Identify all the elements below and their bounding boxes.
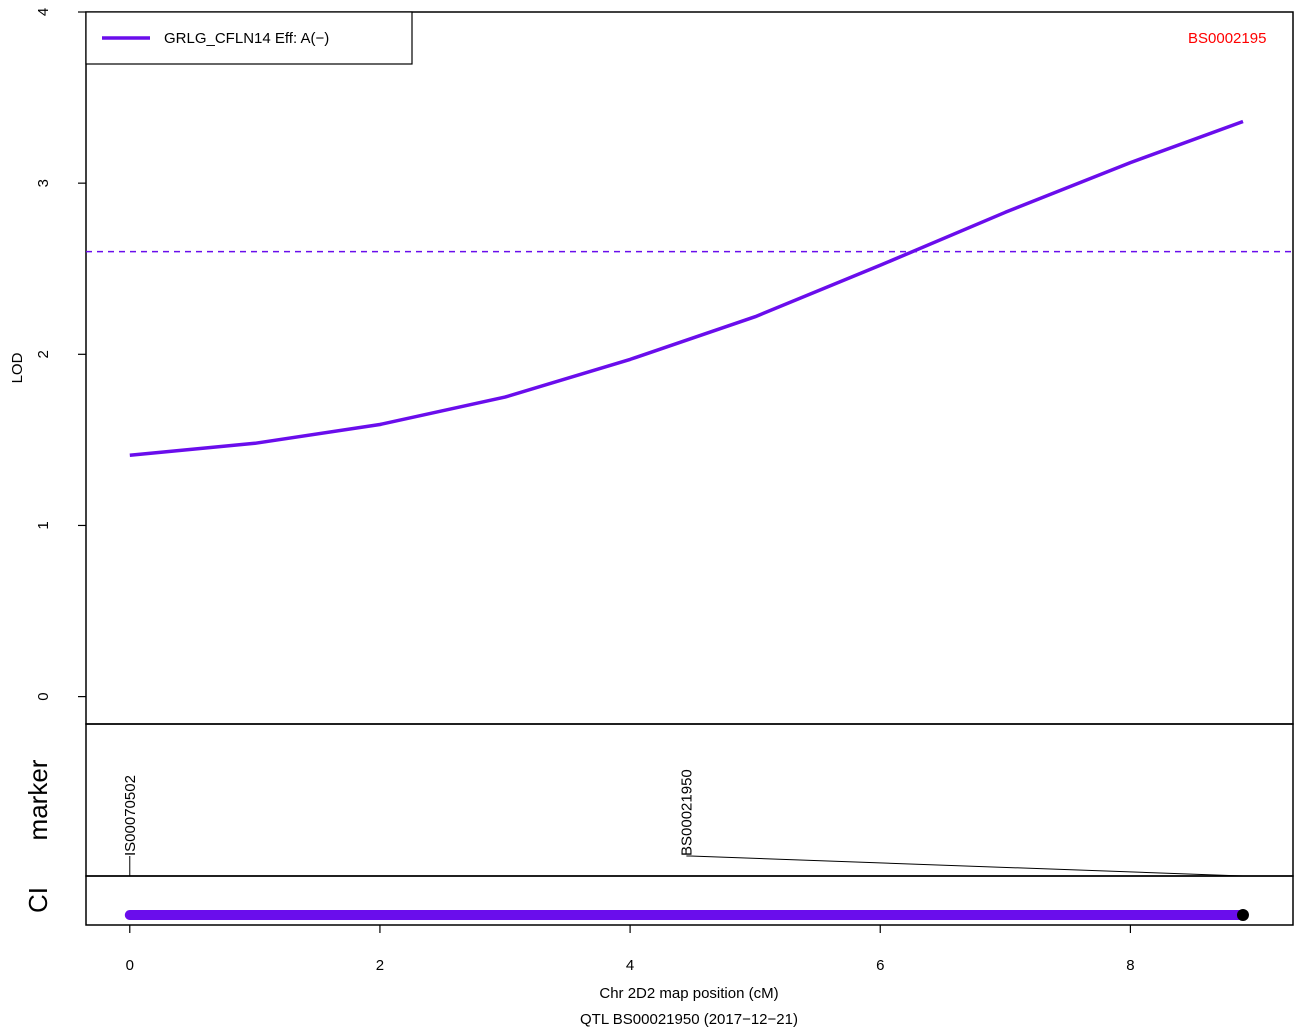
marker-track-label: marker bbox=[23, 759, 53, 840]
y-tick-label: 0 bbox=[35, 692, 52, 700]
lod-series-line bbox=[129, 119, 1244, 458]
x-tick-label: 8 bbox=[1126, 957, 1134, 974]
y-tick-label: 3 bbox=[35, 179, 52, 187]
y-axis: 0 1 2 3 4 bbox=[35, 8, 86, 701]
x-axis-label: Chr 2D2 map position (cM) bbox=[599, 985, 778, 1002]
ci-peak-dot bbox=[1236, 909, 1249, 921]
lod-panel-frame bbox=[85, 11, 1294, 725]
x-tick-label: 6 bbox=[876, 957, 884, 974]
x-tick-label: 2 bbox=[376, 957, 384, 974]
x-tick-label: 0 bbox=[126, 957, 134, 974]
legend: GRLG_CFLN14 Eff: A(−) bbox=[85, 11, 413, 65]
y-tick-label: 4 bbox=[35, 8, 52, 16]
marker-track: IS00070502 BS00021950 bbox=[122, 769, 1243, 877]
marker-label: BS00021950 bbox=[678, 769, 695, 856]
ci-track bbox=[124, 909, 1249, 921]
ci-track-label: CI bbox=[23, 887, 53, 913]
peak-marker-label: BS0002195 bbox=[1188, 30, 1266, 47]
marker-connector bbox=[686, 855, 1243, 877]
chart-subtitle: QTL BS00021950 (2017−12−21) bbox=[580, 1011, 798, 1028]
y-tick-label: 1 bbox=[35, 521, 52, 529]
ci-panel-frame bbox=[85, 875, 1294, 926]
legend-entry-label: GRLG_CFLN14 Eff: A(−) bbox=[164, 30, 329, 47]
x-axis: 0 2 4 6 8 bbox=[126, 925, 1135, 974]
y-axis-label: LOD bbox=[9, 352, 26, 383]
x-tick-label: 4 bbox=[626, 957, 634, 974]
y-tick-label: 2 bbox=[35, 350, 52, 358]
marker-label: IS00070502 bbox=[122, 775, 139, 856]
